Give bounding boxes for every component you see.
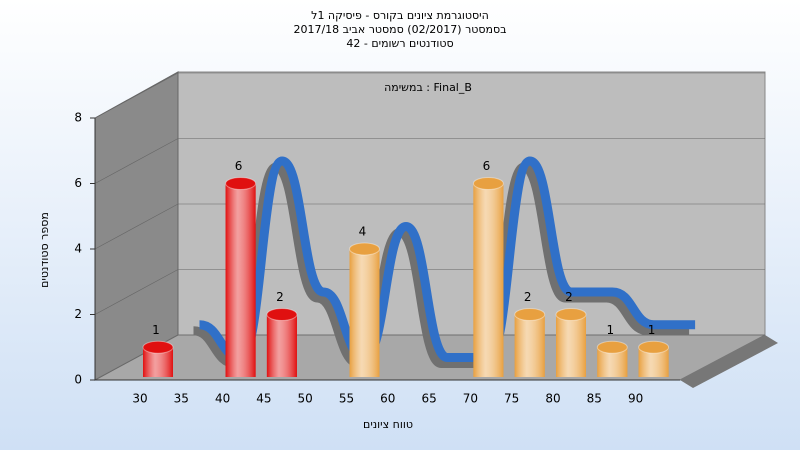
data-label: 1 [648,323,656,337]
x-tick-label: 75 [504,392,519,406]
y-tick-label: 8 [74,111,82,125]
y-tick-label: 0 [74,373,82,387]
bar-top [266,308,298,321]
x-tick-label: 60 [380,392,395,406]
x-tick-label: 65 [421,392,436,406]
line [198,156,696,363]
x-axis-label: טווח ציונים [363,418,413,431]
bar-shine [473,183,504,377]
bar [514,308,546,377]
bar-top [349,242,380,256]
bar-top [142,340,174,354]
bar [142,340,174,377]
data-label: 6 [235,159,243,173]
floor-edge [680,335,778,388]
bar-shine [225,183,256,377]
data-label: 1 [152,323,160,337]
x-tick-label: 55 [339,392,354,406]
x-tick-label: 80 [545,392,560,406]
bar [555,308,587,377]
x-tick-label: 70 [463,392,478,406]
bar-top [472,177,504,190]
x-tick-label: 50 [298,392,313,406]
bar-shine [266,314,297,377]
x-tick-label: 40 [215,392,230,406]
title: היסטוגרמת ציונים בקורס - פיסיקה 1ל [311,9,489,22]
data-label: 6 [483,159,491,173]
title: בסמסטר (02/2017) סמסטר אביב 2017/18 [293,23,506,36]
bar [349,242,380,377]
bar [472,177,504,377]
x-tick-label: 90 [628,392,643,406]
x-tick-label: 35 [174,392,189,406]
title: 42 - סטודנטים רשומים [346,37,453,50]
data-label: 2 [276,290,284,304]
grid-line [94,203,765,250]
grid-line [94,138,765,184]
y-tick-label: 2 [74,307,82,321]
bar [638,340,670,377]
data-label: 2 [524,290,532,304]
bar [266,308,298,377]
bar-top [225,177,257,190]
y-tick-label: 6 [74,176,82,190]
grid-line [94,72,765,119]
bar-top [555,308,587,321]
subtitle: במשימה : Final_B [384,81,472,94]
x-tick-label: 30 [132,392,147,406]
x-tick-label: 45 [256,392,271,406]
grid-line [94,269,765,315]
y-tick-label: 4 [74,242,82,256]
side-wall [94,71,179,381]
bar-top [514,308,546,321]
bar-top [596,340,628,354]
bar-shine [349,249,380,377]
bar-top [638,340,670,354]
y-axis-label: מספר סטודנטים [38,212,51,288]
bar-shine [556,314,586,377]
data-label: 1 [606,323,614,337]
bar [225,177,257,377]
data-label: 4 [359,225,367,239]
data-label: 2 [565,290,573,304]
x-tick-label: 85 [587,392,602,406]
bar-shine [514,314,545,377]
bar [596,340,628,377]
